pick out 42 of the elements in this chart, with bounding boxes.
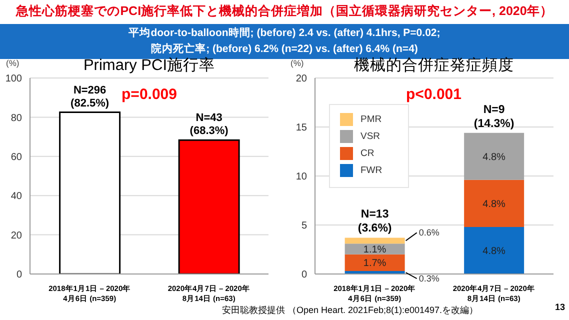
data-label: 4.8% (482, 152, 506, 163)
y-tick-label: 60 (10, 152, 22, 163)
legend-label: VSR (360, 131, 380, 142)
bar (344, 254, 404, 272)
y-axis-title: (%) (6, 58, 20, 68)
data-label: 1.7% (362, 258, 386, 270)
data-label: 4.8% (482, 246, 506, 257)
text: 平均door-to-balloon時間; (before) 2.4 vs. (after) 4.1hrs, P=0.02; 院内死亡率; (before) 6.2% (n=22) vs. (after) 6.4% (n=4) (0, 25, 569, 57)
y-axis-title: (%) (290, 58, 304, 68)
bar (464, 180, 524, 227)
data-label: N=43 (68.3%) (190, 112, 229, 138)
y-tick-label: 20 (10, 230, 22, 242)
y-tick-label: 0 (300, 270, 307, 281)
y-tick-label: 20 (295, 74, 307, 85)
data-label: 0.3% (418, 274, 439, 284)
legend-label: PMR (360, 114, 382, 125)
chart-title: Primary PCI施行率 (82, 56, 216, 76)
text: 安田聡教授提供 （Open Heart. 2021Feb;8(1):e001497.を改編） (220, 304, 480, 317)
total-label: N=9 (14.3%) (473, 104, 514, 130)
y-tick-label: 80 (10, 112, 22, 124)
data-label: 1.1% (362, 244, 386, 256)
y-tick-label: 5 (300, 220, 307, 232)
legend-label: CR (360, 148, 374, 159)
bar (464, 132, 524, 180)
data-label: 0.6% (418, 228, 439, 238)
y-tick-label: 0 (16, 270, 22, 281)
y-tick-label: 40 (10, 191, 22, 202)
data-label: 4.8% (482, 198, 506, 210)
legend-label: FWR (360, 165, 382, 176)
bar (344, 238, 404, 244)
y-tick-label: 15 (295, 122, 307, 134)
y-tick-label: 100 (5, 74, 22, 85)
data-label: N=296 (82.5%) (70, 84, 110, 110)
annotation: p<0.001 (405, 86, 462, 103)
text: 急性心筋梗塞でのPCI施行率低下と機械的合併症増加（国立循環器病研究センター, 2020年） (14, 3, 554, 20)
annotation: p=0.009 (122, 86, 177, 103)
chart-title: 機械的合併症発症頻度 (352, 56, 515, 76)
y-tick-label: 10 (295, 172, 307, 183)
total-label: N=13 (3.6%) (357, 208, 392, 235)
bar (464, 226, 524, 274)
text: 13 (554, 302, 565, 312)
bar (344, 244, 404, 254)
